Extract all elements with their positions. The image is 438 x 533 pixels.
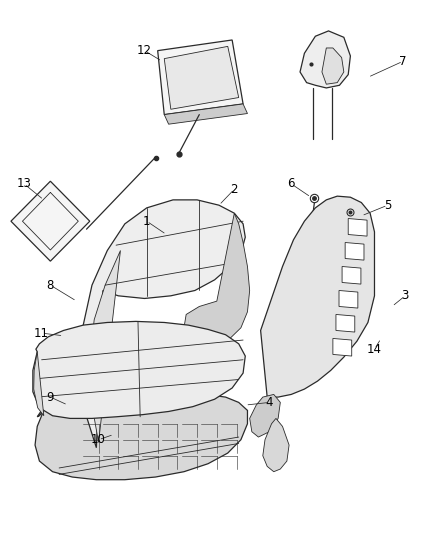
- Polygon shape: [90, 251, 120, 442]
- Polygon shape: [333, 338, 352, 356]
- Polygon shape: [342, 266, 361, 284]
- Text: 14: 14: [367, 343, 382, 356]
- Polygon shape: [81, 200, 245, 448]
- Text: 3: 3: [402, 289, 409, 302]
- Polygon shape: [261, 196, 374, 397]
- Polygon shape: [348, 219, 367, 236]
- Text: 8: 8: [47, 279, 54, 292]
- Text: 7: 7: [399, 55, 407, 68]
- Polygon shape: [158, 40, 243, 115]
- Text: 5: 5: [384, 199, 391, 212]
- Text: 12: 12: [137, 44, 152, 57]
- Polygon shape: [300, 31, 350, 88]
- Polygon shape: [33, 321, 245, 418]
- Polygon shape: [263, 418, 289, 472]
- Polygon shape: [322, 48, 344, 84]
- Polygon shape: [164, 46, 239, 109]
- Polygon shape: [35, 393, 247, 480]
- Text: 4: 4: [265, 396, 273, 409]
- Text: 13: 13: [17, 177, 32, 190]
- Polygon shape: [11, 181, 90, 261]
- Polygon shape: [34, 352, 44, 416]
- Text: 10: 10: [91, 433, 106, 446]
- Polygon shape: [345, 243, 364, 260]
- Text: 9: 9: [46, 391, 54, 403]
- Text: 11: 11: [34, 327, 49, 340]
- Text: 1: 1: [143, 215, 151, 228]
- Text: 6: 6: [287, 177, 295, 190]
- Polygon shape: [184, 213, 250, 344]
- Text: 2: 2: [230, 183, 238, 196]
- Polygon shape: [336, 314, 355, 332]
- Polygon shape: [250, 394, 280, 437]
- Polygon shape: [339, 290, 358, 308]
- Polygon shape: [164, 104, 247, 124]
